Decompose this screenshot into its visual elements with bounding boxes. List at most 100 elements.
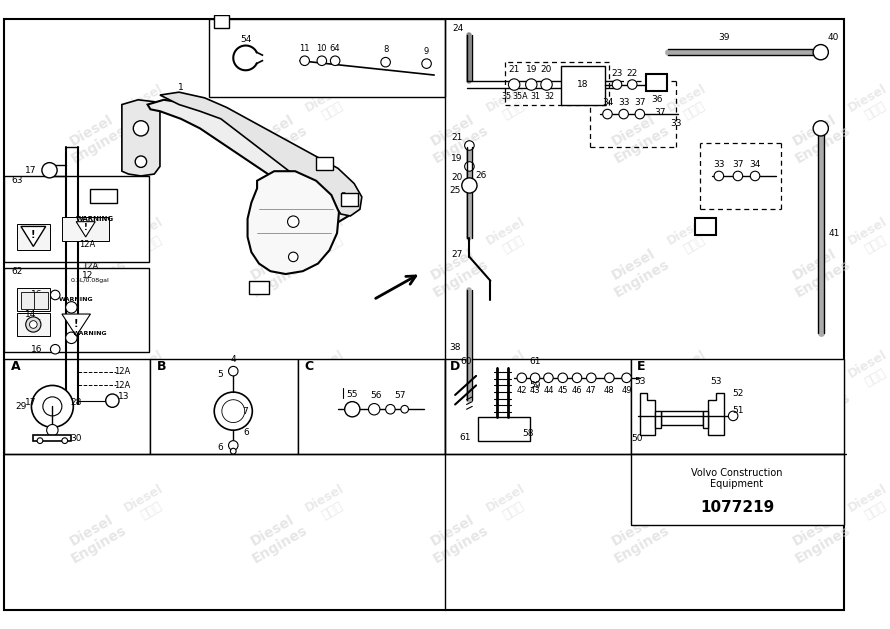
Text: F: F [218, 17, 225, 26]
Text: 37: 37 [732, 160, 744, 169]
Text: Diesel
发动机: Diesel 发动机 [484, 82, 535, 128]
Text: 16: 16 [31, 345, 43, 353]
Text: Diesel
Engines: Diesel Engines [423, 376, 491, 433]
Text: 15: 15 [31, 319, 43, 328]
Text: 13: 13 [118, 392, 130, 401]
Bar [660, 411, 703, 425]
Text: 34: 34 [602, 98, 613, 107]
Text: Diesel
Engines: Diesel Engines [785, 509, 853, 566]
Text: 56: 56 [370, 391, 382, 401]
Text: Diesel
Engines: Diesel Engines [785, 109, 853, 166]
Text: D: D [450, 360, 461, 373]
Circle shape [400, 406, 409, 413]
Circle shape [51, 345, 60, 354]
Circle shape [222, 399, 245, 423]
Text: Diesel
Engines: Diesel Engines [61, 376, 129, 433]
Text: Diesel
Engines: Diesel Engines [242, 243, 311, 299]
Text: Diesel
发动机: Diesel 发动机 [122, 482, 174, 527]
Text: Diesel
发动机: Diesel 发动机 [122, 348, 174, 394]
Text: 35A: 35A [512, 92, 528, 101]
Text: Diesel
发动机: Diesel 发动机 [122, 82, 174, 128]
Bar [695, 218, 716, 235]
Circle shape [526, 79, 537, 91]
Circle shape [42, 389, 57, 404]
Text: 12A: 12A [114, 367, 130, 376]
Text: 41: 41 [829, 228, 840, 238]
Text: 47: 47 [586, 386, 596, 394]
Text: 54: 54 [240, 35, 251, 44]
Polygon shape [708, 393, 724, 435]
Text: Diesel
发动机: Diesel 发动机 [303, 348, 354, 394]
Text: 1077219: 1077219 [700, 500, 774, 515]
Text: Diesel
Engines: Diesel Engines [61, 109, 129, 166]
Text: 46: 46 [571, 386, 582, 394]
Text: 12A: 12A [114, 381, 130, 390]
Polygon shape [148, 100, 351, 221]
Text: 2: 2 [323, 164, 328, 173]
Bar [341, 193, 358, 206]
Text: 20: 20 [451, 174, 463, 182]
Circle shape [317, 56, 327, 65]
Polygon shape [160, 92, 362, 216]
Circle shape [530, 373, 540, 382]
Text: Diesel
发动机: Diesel 发动机 [303, 215, 354, 260]
Circle shape [134, 121, 149, 136]
Circle shape [135, 156, 147, 167]
Text: 9: 9 [424, 47, 429, 56]
Text: 14: 14 [25, 311, 36, 320]
Circle shape [26, 317, 41, 332]
Text: 3: 3 [340, 192, 345, 201]
Circle shape [465, 181, 474, 190]
Circle shape [541, 79, 552, 91]
Circle shape [465, 141, 474, 150]
Text: 43: 43 [530, 386, 540, 394]
Text: 0.3L/0.08gal: 0.3L/0.08gal [71, 278, 109, 283]
Text: 22: 22 [627, 69, 638, 77]
Text: Diesel
Engines: Diesel Engines [242, 509, 311, 566]
Text: 33: 33 [713, 160, 724, 169]
Circle shape [66, 332, 77, 343]
Bar [655, 411, 660, 428]
Text: WARNING: WARNING [73, 331, 108, 335]
Text: WARNING: WARNING [77, 216, 114, 222]
Text: 58: 58 [522, 428, 534, 438]
Text: 53: 53 [634, 377, 645, 386]
Polygon shape [77, 221, 95, 237]
Text: 6: 6 [217, 443, 222, 452]
Text: Diesel
Engines: Diesel Engines [423, 243, 491, 299]
Text: Diesel
Engines: Diesel Engines [785, 376, 853, 433]
Circle shape [714, 171, 724, 181]
Bar [316, 157, 333, 170]
Polygon shape [640, 393, 655, 435]
Text: 57: 57 [394, 391, 406, 401]
Text: Diesel
Engines: Diesel Engines [242, 109, 311, 166]
Text: Diesel
发动机: Diesel 发动机 [846, 215, 890, 260]
Circle shape [517, 373, 527, 382]
Circle shape [733, 171, 742, 181]
Bar [62, 217, 109, 241]
Text: 50: 50 [631, 434, 643, 443]
Circle shape [813, 121, 829, 136]
Text: 63: 63 [12, 176, 23, 185]
Text: 40: 40 [828, 33, 838, 42]
Text: 33: 33 [618, 98, 629, 107]
Circle shape [51, 290, 60, 300]
Circle shape [604, 373, 614, 382]
Text: !: ! [74, 318, 78, 328]
Text: 60: 60 [461, 357, 473, 366]
Text: 21: 21 [508, 65, 520, 74]
Text: 23: 23 [611, 69, 623, 77]
Text: 52: 52 [732, 389, 744, 398]
Text: Diesel
发动机: Diesel 发动机 [665, 482, 716, 527]
Polygon shape [122, 100, 160, 176]
Text: B: B [158, 360, 166, 373]
Bar [17, 223, 51, 250]
Text: 24: 24 [452, 24, 464, 33]
Text: 61: 61 [459, 433, 471, 442]
Text: 49: 49 [621, 386, 632, 394]
Text: 37: 37 [634, 98, 645, 107]
Text: 48: 48 [604, 386, 615, 394]
Text: Diesel
发动机: Diesel 发动机 [665, 348, 716, 394]
Text: 11: 11 [299, 44, 310, 53]
Text: 28: 28 [70, 398, 82, 407]
